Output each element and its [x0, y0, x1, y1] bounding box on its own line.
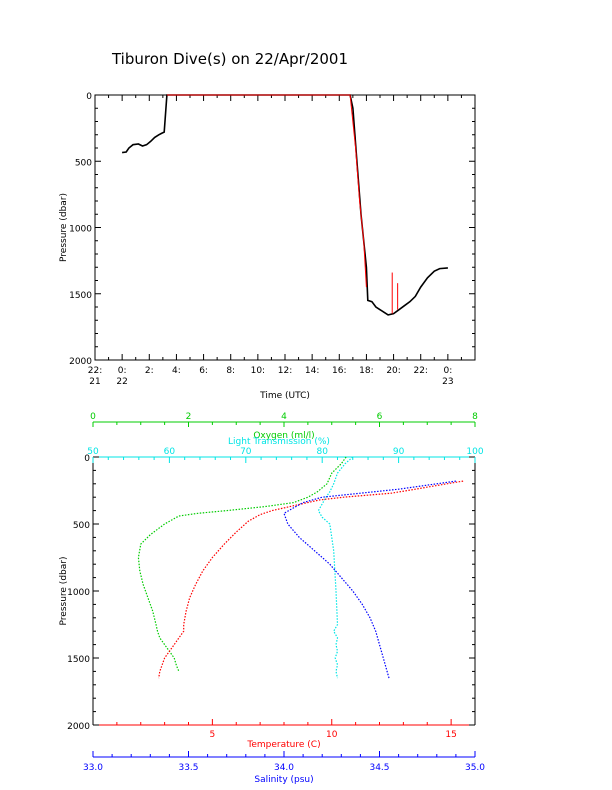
- x-tick-label: 10:: [251, 366, 265, 376]
- salinity-tick-label: 34.5: [369, 763, 389, 773]
- profile-chart: 0 500 1000 1500 2000 Pressure (dbar) 0 2 4 6 8 Oxyg…: [59, 412, 485, 785]
- x-tick-label: 6:: [199, 366, 208, 376]
- y-axis-label: Pressure (dbar): [59, 557, 69, 626]
- salinity-tick-label: 35.0: [465, 763, 485, 773]
- y-tick-label: 1500: [69, 291, 92, 301]
- x-tick-label: 0:: [118, 366, 127, 376]
- x-tick-label: 12:: [278, 366, 292, 376]
- salinity-tick-label: 33.5: [178, 763, 198, 773]
- y-axis-label: Pressure (dbar): [59, 193, 69, 262]
- light-axis-label: Light Transmission (%): [228, 437, 330, 447]
- temperature-tick-label: 5: [210, 730, 216, 740]
- y-tick-label: 2000: [67, 722, 90, 732]
- oxygen-tick-label: 4: [281, 412, 287, 422]
- y-tick-label: 1000: [67, 588, 90, 598]
- y-tick-label: 0: [84, 454, 90, 464]
- series-line-1: [166, 94, 367, 288]
- salinity-tick-label: 34.0: [274, 763, 294, 773]
- plot-frame: [94, 94, 476, 361]
- light-tick-label: 50: [87, 447, 99, 457]
- x-tick-label: 16:: [332, 366, 346, 376]
- oxygen-tick-label: 0: [90, 412, 96, 422]
- light-tick-label: 60: [164, 447, 176, 457]
- temperature-axis-label: Temperature (C): [246, 740, 320, 750]
- light-tick-label: 70: [240, 447, 252, 457]
- chart-title: Tiburon Dive(s) on 22/Apr/2001: [111, 50, 349, 68]
- profile-series-oxygen: [137, 456, 347, 672]
- profile-series-light: [317, 456, 354, 679]
- series-line-0: [121, 94, 448, 316]
- y-tick-label: 500: [73, 521, 90, 531]
- y-tick-label: 1500: [67, 655, 90, 665]
- y-tick-label: 0: [86, 92, 92, 102]
- x-tick-sublabel: 22: [116, 377, 127, 387]
- x-tick-label: 4:: [172, 366, 181, 376]
- profile-series-salinity: [283, 480, 456, 679]
- y-tick-label: 500: [75, 158, 92, 168]
- x-tick-sublabel: 21: [89, 377, 100, 387]
- x-tick-label: 20:: [386, 366, 400, 376]
- oxygen-tick-label: 8: [472, 412, 478, 422]
- y-tick-label: 2000: [69, 357, 92, 367]
- profile-series-temperature: [158, 480, 464, 679]
- x-tick-label: 22:: [88, 366, 102, 376]
- x-tick-label: 2:: [145, 366, 154, 376]
- x-axis-label: Time (UTC): [259, 391, 310, 401]
- salinity-tick-label: 33.0: [83, 763, 103, 773]
- oxygen-tick-label: 2: [186, 412, 192, 422]
- oxygen-tick-label: 6: [377, 412, 383, 422]
- light-tick-label: 90: [393, 447, 405, 457]
- x-tick-label: 8:: [226, 366, 235, 376]
- salinity-axis-label: Salinity (psu): [254, 775, 313, 785]
- light-tick-label: 100: [466, 447, 483, 457]
- x-tick-label: 14:: [305, 366, 319, 376]
- temperature-tick-label: 15: [445, 730, 456, 740]
- light-tick-label: 80: [316, 447, 328, 457]
- y-tick-label: 1000: [69, 225, 92, 235]
- x-tick-label: 18:: [359, 366, 373, 376]
- x-tick-sublabel: 23: [442, 377, 453, 387]
- x-tick-label: 0:: [443, 366, 452, 376]
- x-tick-label: 22:: [413, 366, 427, 376]
- temperature-tick-label: 10: [326, 730, 338, 740]
- oxygen-axis-label: Oxygen (ml/l): [253, 431, 314, 441]
